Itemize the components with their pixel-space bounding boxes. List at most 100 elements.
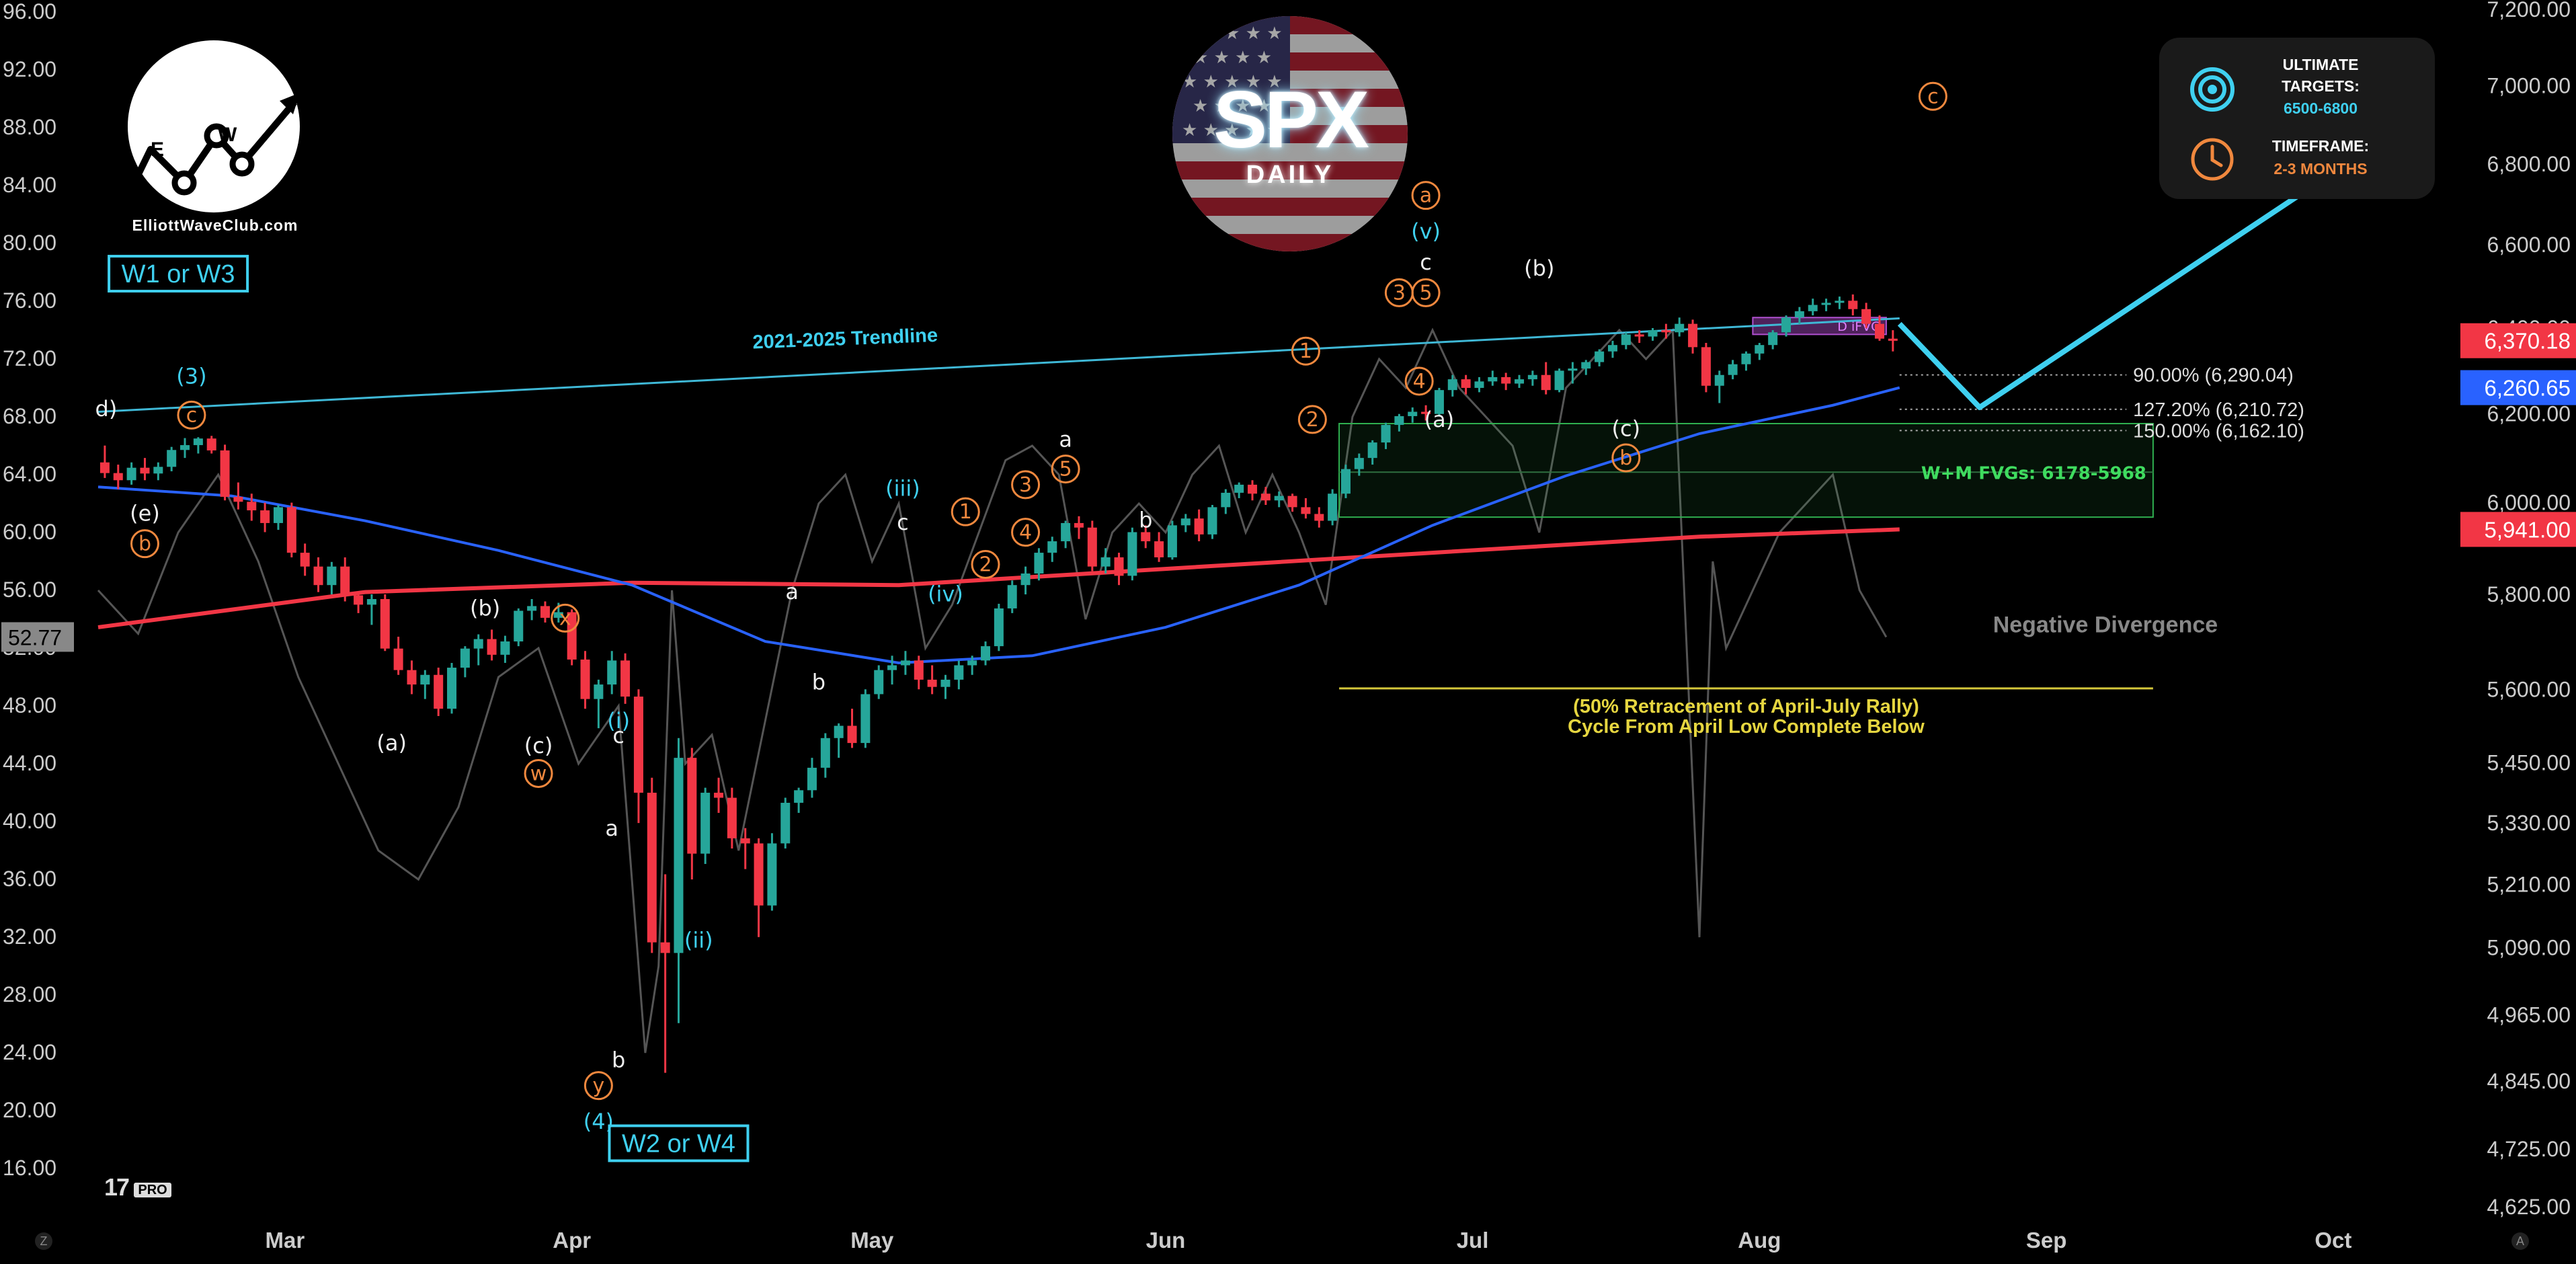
candle-body (580, 659, 590, 699)
candle-body (273, 507, 283, 523)
wave-label: a (1059, 427, 1072, 452)
candle-body (647, 793, 657, 943)
candle-body (1781, 317, 1792, 333)
candle-body (153, 467, 163, 474)
wave-label-circle (177, 400, 206, 430)
candle-body (1527, 374, 1537, 380)
wave-label: 2 (979, 553, 992, 577)
rsi-axis-tick: 36.00 (3, 867, 56, 891)
candle-body (687, 758, 697, 854)
candle-body (514, 610, 524, 642)
candle-body (567, 612, 577, 660)
price-axis-tick: 4,625.00 (2487, 1195, 2571, 1219)
candle-body (807, 767, 817, 791)
wave-label: (b) (470, 595, 500, 621)
candle-body (420, 674, 430, 685)
target-title: ULTIMATE TARGETS: (2282, 56, 2360, 95)
x-axis-label: Oct (2315, 1228, 2351, 1253)
wave-label: 4 (1019, 521, 1032, 545)
wave-label: 3 (1393, 281, 1406, 305)
target-icon (2190, 67, 2235, 112)
candle-body (1394, 416, 1404, 425)
wave-label-circle (1297, 405, 1327, 434)
candle-body (754, 843, 764, 906)
candle-body (233, 496, 243, 502)
fvg-label: W+M FVGs: 6178-5968 (1921, 463, 2146, 483)
wave-label: 3 (1019, 473, 1032, 497)
x-axis-label: Jul (1457, 1228, 1489, 1253)
candle-body (1621, 334, 1631, 346)
x-axis-label: Aug (1738, 1228, 1781, 1253)
wave-label: c (186, 403, 198, 427)
price-axis-tick: 5,210.00 (2487, 873, 2571, 897)
candle-body (473, 639, 483, 649)
candle-body (327, 566, 337, 586)
wave-label: (b) (1524, 255, 1554, 281)
wave-label-circle (524, 758, 553, 788)
candle-body (553, 612, 563, 618)
candle-body (1167, 525, 1177, 557)
candle-body (1874, 323, 1884, 339)
candle-body (1447, 379, 1457, 391)
zoom-reset-button[interactable]: Z (35, 1232, 52, 1250)
price-axis-tick: 6,200.00 (2487, 402, 2571, 426)
fvg-zone (1338, 423, 2154, 518)
wave-label: y (592, 1074, 604, 1098)
targets-panel: ULTIMATE TARGETS: 6500-6800 TIMEFRAME: 2… (2159, 38, 2435, 199)
svg-text:★ ★ ★ ★: ★ ★ ★ ★ (1193, 48, 1272, 68)
wave-label: 1 (959, 500, 972, 524)
wave-label-circle (1404, 366, 1434, 396)
rsi-axis-tick: 84.00 (3, 173, 56, 197)
trendline (97, 317, 1900, 413)
candle-body (180, 445, 190, 450)
price-axis-tick: 5,600.00 (2487, 677, 2571, 701)
rsi-axis-tick: 80.00 (3, 231, 56, 255)
ma200-line (97, 527, 1900, 629)
candle-body (434, 674, 444, 709)
candle-body (1554, 370, 1564, 391)
candle-body (1568, 368, 1578, 371)
candle-body (1087, 527, 1097, 567)
candle-body (193, 438, 203, 446)
svg-text:★ ★ ★ ★ ★: ★ ★ ★ ★ ★ (1182, 72, 1283, 92)
wave-label: (iv) (928, 581, 963, 606)
candle-body (1020, 573, 1031, 586)
candle-body (460, 648, 470, 668)
candle-body (674, 758, 684, 953)
x-axis-label: Sep (2026, 1228, 2067, 1253)
candle-body (1074, 522, 1084, 528)
candle-body (1581, 362, 1591, 369)
wave-label: c (1420, 249, 1432, 275)
trendline-label: 2021-2025 Trendline (752, 325, 938, 354)
candle-body (447, 668, 457, 709)
candle-body (1034, 553, 1044, 574)
wave-label: c (612, 723, 625, 748)
candle-body (1434, 390, 1444, 414)
wave-label: c (1927, 85, 1939, 108)
candle-body (767, 843, 777, 906)
wave-label: (a) (376, 730, 407, 756)
spx-flag-badge: ★ ★ ★ ★ ★ ★ ★ ★ ★ ★ ★ ★ ★ ★ ★ ★ ★ ★ ★ ★ … (1172, 16, 1408, 251)
candle-body (1661, 330, 1671, 333)
rsi-axis-tick: 44.00 (3, 751, 56, 775)
auto-scale-button[interactable]: A (2511, 1232, 2529, 1250)
clock-icon (2191, 138, 2234, 181)
retracement-text-2: Cycle From April Low Complete Below (1568, 716, 1925, 738)
svg-text:★ ★ ★ ★: ★ ★ ★ ★ (1193, 96, 1272, 116)
price-tag (2460, 512, 2576, 547)
candle-body (126, 467, 136, 481)
price-tag-label: 5,941.00 (2485, 517, 2571, 542)
candle-body (1728, 364, 1738, 375)
timeframe-value: 2-3 MONTHS (2273, 160, 2368, 177)
candle-body (740, 838, 750, 844)
candle-body (1207, 507, 1217, 535)
candle-body (1127, 532, 1137, 576)
wave-label: (v) (1411, 219, 1441, 244)
ewc-letter-e: E (151, 139, 164, 161)
candle-body (1221, 492, 1231, 508)
wave-label: d) (95, 396, 118, 422)
candle-body (1354, 458, 1364, 469)
candle-body (1408, 411, 1418, 416)
candle-body (820, 738, 830, 768)
